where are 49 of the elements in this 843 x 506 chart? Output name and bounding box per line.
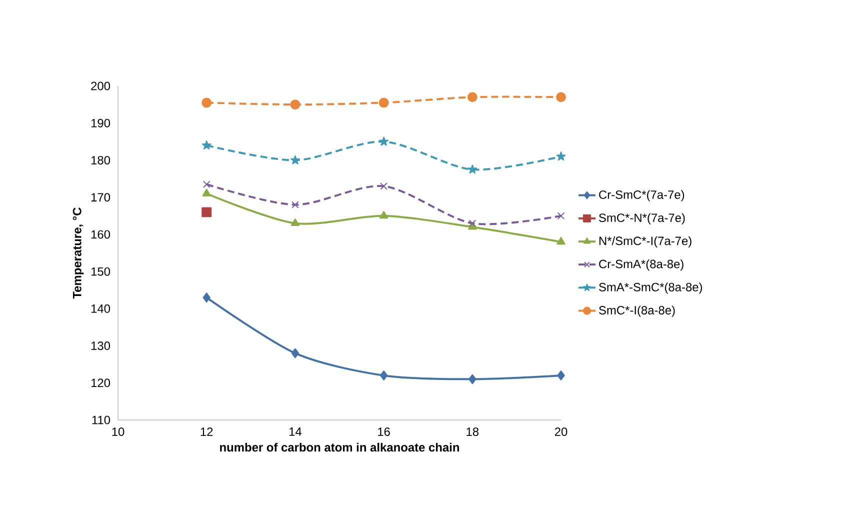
point <box>380 370 388 380</box>
y-tick-label: 170 <box>91 193 110 202</box>
legend-label: Cr-SmC*(7a-7e) <box>599 190 684 202</box>
point <box>202 188 211 196</box>
y-tick-label: 110 <box>92 416 110 424</box>
point <box>290 218 300 226</box>
legend-label: SmA*-SmC*(8a-8e) <box>599 282 702 294</box>
y-tick-label: 160 <box>91 230 110 239</box>
y-tick-label: 180 <box>91 156 110 164</box>
y-tick-label: 200 <box>91 82 110 90</box>
y-tick-label: 190 <box>91 118 110 128</box>
point <box>468 374 476 384</box>
x-tick-label: 18 <box>466 428 479 436</box>
y-tick-label: 120 <box>91 378 110 388</box>
x-tick-label: 14 <box>289 428 302 436</box>
legend-label: N*/SmC*-I(7a-7e) <box>599 236 692 248</box>
x-tick-label: 10 <box>112 428 124 436</box>
point <box>202 140 212 150</box>
x-tick-label: 20 <box>554 428 568 436</box>
x-axis-title: number of carbon atom in alkanoate chain <box>220 442 459 452</box>
point <box>380 182 388 190</box>
point <box>291 348 300 358</box>
point <box>290 155 300 164</box>
point <box>292 201 299 208</box>
point <box>468 220 476 227</box>
point <box>379 136 389 146</box>
point <box>556 152 566 161</box>
y-tick-label: 150 <box>91 267 110 276</box>
x-tick-label: 12 <box>200 428 213 436</box>
y-tick-label: 140 <box>91 304 110 313</box>
point <box>556 236 566 245</box>
point <box>202 292 210 303</box>
point <box>467 92 478 102</box>
point <box>290 100 300 110</box>
point <box>202 98 212 108</box>
legend-label: Cr-SmA*(8a-8e) <box>599 259 684 271</box>
point <box>468 164 478 174</box>
point <box>202 180 210 188</box>
legend-label: SmC*-I(8a-8e) <box>599 306 675 317</box>
point <box>557 212 565 220</box>
point <box>379 210 388 219</box>
y-axis-title: Temperature, °C <box>72 208 84 299</box>
point <box>557 370 565 380</box>
point <box>556 92 566 102</box>
y-tick-label: 130 <box>91 342 110 350</box>
legend-label: SmC*-N*(7a-7e) <box>599 213 685 224</box>
x-tick-label: 16 <box>378 428 390 436</box>
point <box>202 207 212 218</box>
point <box>378 98 389 108</box>
